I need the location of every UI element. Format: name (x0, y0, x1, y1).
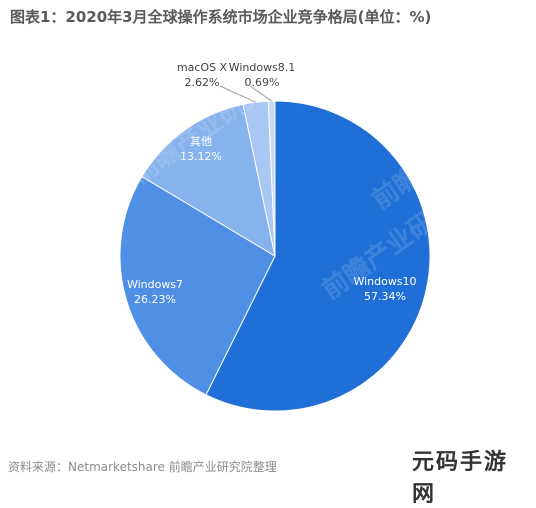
slice-label-windows7: Windows7 (127, 278, 183, 291)
slice-label-other: 其他 (190, 135, 212, 148)
slice-value-windows10: 57.34% (364, 290, 406, 303)
slice-label-windows10: Windows10 (353, 275, 416, 288)
slice-value-windows7: 26.23% (134, 293, 176, 306)
source-note: 资料来源：Netmarketshare 前瞻产业研究院整理 (8, 460, 277, 474)
leader-line-windows8-1 (249, 85, 272, 102)
pie-slice-windows7 (119, 175, 276, 396)
site-watermark-badge: 元码手游网 (412, 450, 530, 507)
pie-slice-windows10 (205, 100, 431, 412)
slice-value-windows8-1: 0.69% (245, 76, 280, 89)
slice-label-windows8-1: Windows8.1 (229, 61, 296, 74)
chart-title: 图表1：2020年3月全球操作系统市场企业竞争格局(单位：%) (10, 8, 432, 26)
leader-line-macos-x (219, 85, 256, 103)
slice-label-macos-x: macOS X (177, 61, 228, 74)
pie-slice-other (141, 103, 276, 258)
slice-value-other: 13.12% (180, 150, 222, 163)
slice-value-macos-x: 2.62% (185, 76, 220, 89)
